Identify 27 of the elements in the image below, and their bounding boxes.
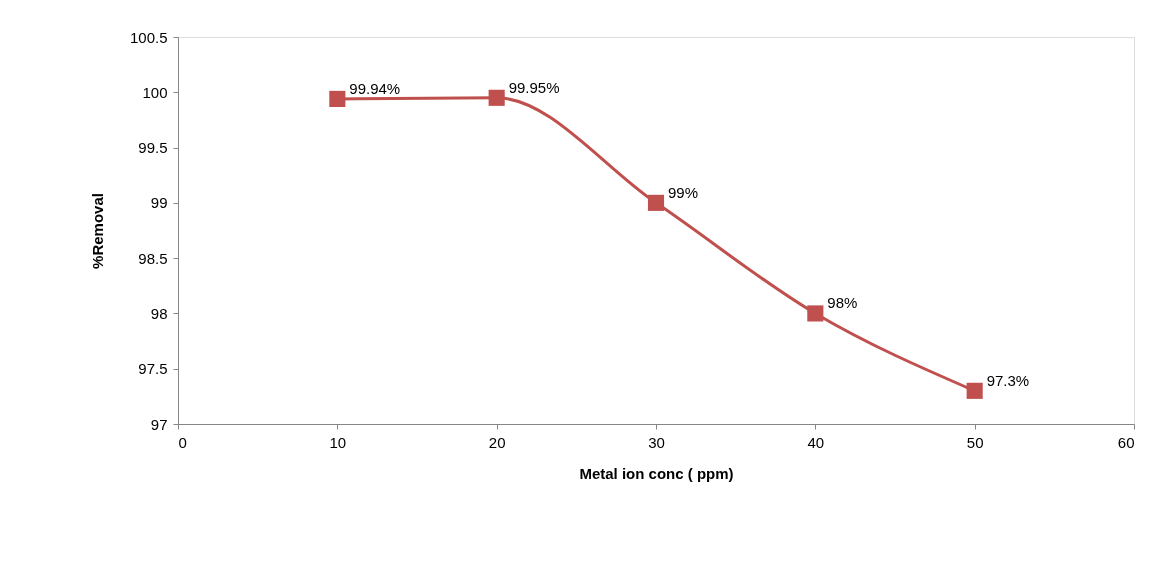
- y-tick-label: 97.5: [138, 360, 168, 378]
- data-label: 99%: [668, 183, 699, 201]
- point: [488, 89, 505, 106]
- y-tick-label: 97: [150, 415, 168, 433]
- point: [647, 194, 665, 211]
- x-tick-label: 30: [648, 433, 665, 451]
- point: [329, 90, 346, 107]
- y-axis-title: %Removal: [88, 193, 106, 269]
- x-tick-label: 20: [488, 433, 506, 451]
- x-axis-title: Metal ion conc ( ppm): [579, 464, 734, 482]
- x-tick-label: 10: [329, 433, 347, 451]
- data-label: 99.95%: [508, 78, 560, 96]
- data-label: 99.94%: [349, 79, 401, 97]
- x-tick-label: 0: [178, 433, 187, 451]
- point: [966, 382, 983, 399]
- y-tick-label: 99.5: [138, 139, 168, 157]
- y-tick-label: 98.5: [138, 249, 168, 267]
- point: [807, 305, 824, 322]
- y-tick-label: 100.5: [129, 28, 168, 46]
- y-tick-label: 100: [142, 83, 168, 101]
- data-label: 97.3%: [986, 371, 1030, 389]
- x-tick-label: 50: [966, 433, 984, 451]
- y-tick-label: 99: [150, 194, 168, 212]
- x-tick-label: 60: [1117, 433, 1135, 451]
- y-tick-label: 98: [150, 304, 168, 322]
- data-label: 98%: [827, 294, 858, 312]
- x-tick-label: 40: [807, 433, 825, 451]
